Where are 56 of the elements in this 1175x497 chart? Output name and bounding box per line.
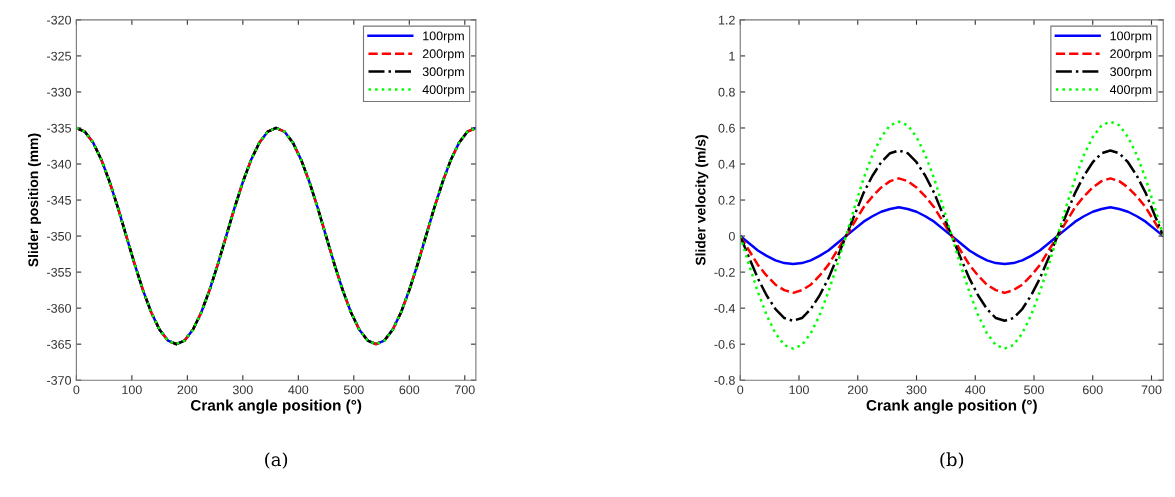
legend-label: 400rpm	[422, 85, 464, 97]
line-series	[740, 149, 1164, 322]
y-tick-label: -365	[47, 339, 71, 349]
legend-label: 200rpm	[1110, 49, 1152, 61]
x-tick-label: 700	[1141, 385, 1162, 395]
x-tick-label: 200	[847, 385, 868, 395]
x-tick-label: 600	[1082, 385, 1103, 395]
y-tick-label: 1.2	[718, 15, 735, 25]
y-tick-label: 0.6	[718, 123, 735, 133]
text: (b)	[940, 452, 964, 469]
y-tick-label: -350	[47, 231, 72, 241]
y-tick-label: -0.2	[714, 267, 735, 277]
x-tick-label: 100	[789, 385, 809, 395]
x-tick-label: 400	[965, 385, 986, 395]
x-tick-label: 300	[906, 385, 927, 395]
x-tick-label: 0	[737, 385, 744, 395]
line-series	[740, 177, 1164, 295]
line-series	[740, 206, 1164, 266]
y-axis-title: Slider position (mm)	[28, 133, 41, 267]
legend-label: 300rpm	[422, 67, 464, 79]
y-tick-label: -335	[47, 123, 71, 133]
x-tick-label: 100	[122, 385, 142, 395]
y-tick-label: 0.2	[718, 195, 735, 205]
legend-label: 100rpm	[423, 31, 464, 43]
y-tick-label: -360	[47, 303, 72, 313]
y-tick-label: -0.6	[714, 339, 735, 349]
text: (a)	[265, 452, 288, 469]
x-tick-label: 700	[454, 385, 475, 395]
y-tick-label: -0.8	[714, 376, 735, 385]
y-tick-label: 0.8	[718, 87, 735, 97]
y-tick-label: 0	[728, 231, 735, 241]
y-tick-label: -345	[47, 195, 71, 205]
x-axis-title: Crank angle position (°)	[866, 399, 1037, 414]
y-tick-label: -370	[47, 376, 72, 385]
y-axis-title: Slider velocity (m/s)	[695, 135, 709, 266]
y-tick-label: -320	[47, 15, 72, 25]
y-tick-label: 0.4	[718, 159, 736, 169]
y-tick-label: -0.4	[714, 303, 736, 313]
legend-label: 300rpm	[1110, 67, 1152, 79]
legend-label: 100rpm	[1110, 31, 1152, 43]
legend-label: 200rpm	[422, 49, 464, 61]
y-tick-label: 1	[729, 51, 735, 61]
line-series	[740, 120, 1164, 350]
x-tick-label: 500	[1024, 385, 1044, 395]
x-tick-label: 0	[73, 385, 80, 395]
x-tick-label: 500	[343, 385, 364, 395]
legend-label: 400rpm	[1109, 85, 1152, 97]
x-axis-title: Crank angle position (°)	[190, 399, 362, 414]
y-tick-label: -325	[47, 51, 71, 61]
x-tick-label: 200	[177, 385, 198, 395]
x-tick-label: 400	[288, 385, 309, 395]
y-tick-label: -330	[47, 87, 72, 97]
y-tick-label: -355	[47, 267, 71, 277]
x-tick-label: 600	[399, 385, 420, 395]
y-tick-label: -340	[47, 159, 72, 169]
x-tick-label: 300	[232, 385, 253, 395]
